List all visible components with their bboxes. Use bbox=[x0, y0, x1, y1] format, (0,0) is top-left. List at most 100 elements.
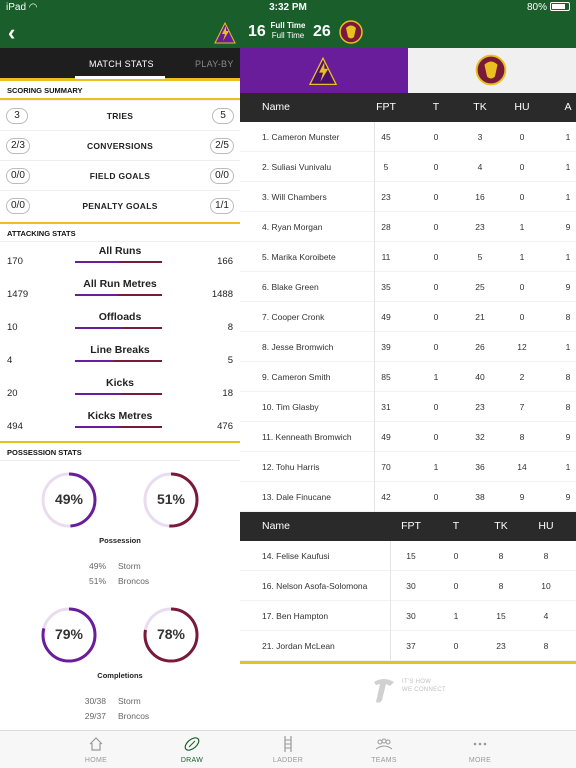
column-header-hu[interactable]: HU bbox=[538, 520, 554, 532]
table-row[interactable]: 7. Cooper Cronk 49 0 21 0 8 bbox=[240, 302, 576, 332]
possession-title: Possession bbox=[99, 536, 141, 545]
table-row[interactable]: 2. Suliasi Vunivalu 5 0 4 0 1 bbox=[240, 152, 576, 182]
storm-team-tab[interactable] bbox=[240, 48, 408, 93]
match-stats-panel[interactable]: MATCH STATS PLAY-BY SCORING SUMMARY 3 TRI… bbox=[0, 48, 240, 730]
home-share-bar bbox=[75, 426, 119, 428]
stat-a: 1 bbox=[565, 192, 571, 202]
stat-hu: 9 bbox=[519, 492, 525, 502]
home-stat-value: 170 bbox=[7, 256, 23, 267]
player-name: 12. Tohu Harris bbox=[262, 462, 320, 472]
table-row[interactable]: 9. Cameron Smith 85 1 40 2 8 bbox=[240, 362, 576, 392]
stat-t: 0 bbox=[433, 282, 439, 292]
stat-a: 9 bbox=[565, 432, 571, 442]
possession-team: Broncos bbox=[118, 711, 150, 721]
table-row[interactable]: 14. Felise Kaufusi 15 0 8 8 bbox=[240, 541, 576, 571]
away-score-pill: 5 bbox=[212, 108, 234, 124]
nav-item-teams[interactable]: TEAMS bbox=[336, 735, 432, 764]
table-row[interactable]: 21. Jordan McLean 37 0 23 8 bbox=[240, 631, 576, 661]
player-name: 9. Cameron Smith bbox=[262, 372, 331, 382]
table-row[interactable]: 16. Nelson Asofa-Solomona 30 0 8 10 bbox=[240, 571, 576, 601]
team-selector bbox=[240, 48, 576, 93]
stat-tk: 38 bbox=[475, 492, 485, 502]
stat-a: 9 bbox=[565, 282, 571, 292]
away-donut: 78% bbox=[142, 606, 200, 664]
home-score-pill: 0/0 bbox=[6, 168, 30, 184]
active-tab-indicator bbox=[75, 76, 165, 79]
stat-tk: 15 bbox=[496, 611, 506, 621]
stat-a: 8 bbox=[565, 402, 571, 412]
home-share-bar bbox=[75, 261, 119, 263]
tab-match-stats[interactable]: MATCH STATS bbox=[89, 59, 154, 69]
nav-item-more[interactable]: MORE bbox=[432, 735, 528, 764]
stat-t: 0 bbox=[453, 581, 459, 591]
stats-tabs: MATCH STATS PLAY-BY bbox=[0, 48, 240, 81]
table-row[interactable]: 6. Blake Green 35 0 25 0 9 bbox=[240, 272, 576, 302]
player-name: 10. Tim Glasby bbox=[262, 402, 319, 412]
stat-hu: 0 bbox=[519, 132, 525, 142]
stat-tk: 25 bbox=[475, 282, 485, 292]
table-row[interactable]: 10. Tim Glasby 31 0 23 7 8 bbox=[240, 392, 576, 422]
stat-fpt: 49 bbox=[381, 432, 391, 442]
column-header-fpt[interactable]: FPT bbox=[376, 101, 396, 113]
stat-tk: 21 bbox=[475, 312, 485, 322]
table-row[interactable]: 5. Marika Koroibete 11 0 5 1 1 bbox=[240, 242, 576, 272]
chevron-left-icon[interactable]: ‹ bbox=[8, 20, 16, 45]
stat-hu: 4 bbox=[543, 611, 549, 621]
stat-tk: 23 bbox=[475, 402, 485, 412]
stat-tk: 16 bbox=[475, 192, 485, 202]
home-score-pill: 2/3 bbox=[6, 138, 30, 154]
section-divider bbox=[240, 661, 576, 664]
table-row[interactable]: 13. Dale Finucane 42 0 38 9 9 bbox=[240, 482, 576, 512]
stat-hu: 0 bbox=[519, 162, 525, 172]
stat-label: Line Breaks bbox=[90, 344, 150, 356]
table-row[interactable]: 4. Ryan Morgan 28 0 23 1 9 bbox=[240, 212, 576, 242]
player-stats-panel[interactable]: Name FPT T TK HU A 1. Cameron Munster 45 0 3 0 1 2.… bbox=[240, 48, 576, 730]
table-row[interactable]: 17. Ben Hampton 30 1 15 4 bbox=[240, 601, 576, 631]
column-header-name[interactable]: Name bbox=[262, 520, 291, 532]
broncos-team-tab[interactable] bbox=[408, 48, 576, 93]
sponsor-tagline: IT'S HOW WE CONNECT bbox=[402, 679, 446, 693]
stat-fpt: 35 bbox=[381, 282, 391, 292]
table-row[interactable]: 3. Will Chambers 23 0 16 0 1 bbox=[240, 182, 576, 212]
away-donut-value: 78% bbox=[156, 626, 186, 642]
column-header-tk[interactable]: TK bbox=[473, 101, 487, 113]
stat-t: 0 bbox=[433, 252, 439, 262]
stat-fpt: 45 bbox=[381, 132, 391, 142]
attacking-stats: All Runs 170 166 All Run Metres 1479 1488 Offl… bbox=[0, 241, 240, 440]
column-header-t[interactable]: T bbox=[452, 520, 460, 532]
table-row[interactable]: 1. Cameron Munster 45 0 3 0 1 bbox=[240, 122, 576, 152]
teams-icon bbox=[336, 735, 432, 753]
scoring-summary: 3 TRIES 5 2/3 CONVERSIONS 2/5 0/0 FIELD GOALS 0/… bbox=[0, 100, 240, 220]
away-stat-value: 1488 bbox=[211, 289, 233, 300]
tab-play-by-play[interactable]: PLAY-BY bbox=[195, 59, 234, 69]
column-header-hu[interactable]: HU bbox=[514, 101, 530, 113]
table-row[interactable]: 12. Tohu Harris 70 1 36 14 1 bbox=[240, 452, 576, 482]
nav-item-ladder[interactable]: LADDER bbox=[240, 735, 336, 764]
possession-stats: 49% 51% Possession 49% Storm 51% Broncos 79% 78%… bbox=[0, 460, 240, 730]
stat-hu: 8 bbox=[543, 551, 549, 561]
table-row[interactable]: 11. Kenneath Bromwich 49 0 32 8 9 bbox=[240, 422, 576, 452]
table-row[interactable]: 8. Jesse Bromwich 39 0 26 12 1 bbox=[240, 332, 576, 362]
column-header-fpt[interactable]: FPT bbox=[401, 520, 421, 532]
stat-tk: 4 bbox=[477, 162, 483, 172]
possession-team: Storm bbox=[118, 696, 141, 706]
broncos-logo-icon bbox=[339, 20, 363, 44]
stat-hu: 2 bbox=[519, 372, 525, 382]
home-stat-value: 494 bbox=[7, 421, 23, 432]
stat-row: All Runs 170 166 bbox=[0, 242, 240, 275]
battery-status: 80% bbox=[527, 2, 570, 13]
column-header-a[interactable]: A bbox=[564, 101, 572, 113]
player-name: 1. Cameron Munster bbox=[262, 132, 340, 142]
stat-a: 1 bbox=[565, 462, 571, 472]
nav-item-home[interactable]: HOME bbox=[48, 735, 144, 764]
column-header-tk[interactable]: TK bbox=[494, 520, 508, 532]
stat-hu: 8 bbox=[519, 432, 525, 442]
player-name: 14. Felise Kaufusi bbox=[262, 551, 330, 561]
stat-label: Kicks bbox=[105, 377, 135, 389]
column-header-t[interactable]: T bbox=[432, 101, 440, 113]
column-header-name[interactable]: Name bbox=[262, 101, 291, 113]
column-divider bbox=[374, 122, 375, 512]
stat-row: Offloads 10 8 bbox=[0, 308, 240, 341]
nav-item-draw[interactable]: DRAW bbox=[144, 735, 240, 764]
stat-fpt: 39 bbox=[381, 342, 391, 352]
